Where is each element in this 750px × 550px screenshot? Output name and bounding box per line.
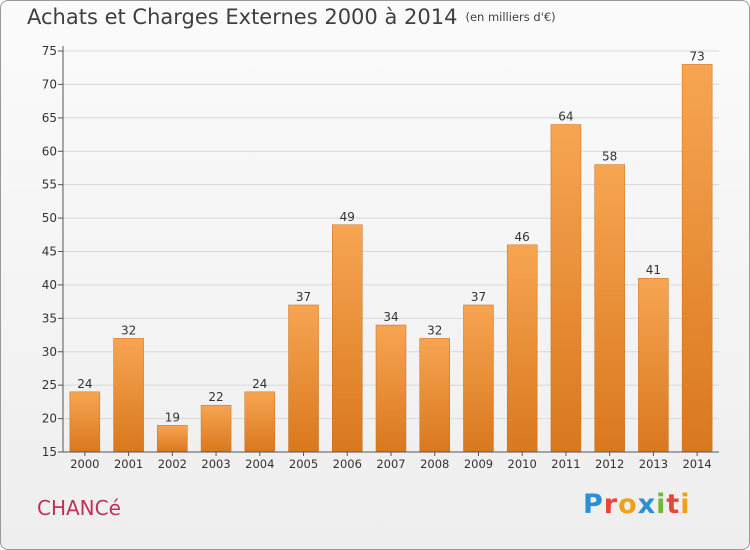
location-name: CHANCé	[37, 496, 121, 520]
x-tick-label: 2007	[376, 457, 405, 471]
bar	[506, 244, 538, 453]
x-tick-label: 2006	[333, 457, 362, 471]
logo-letter: P	[583, 489, 604, 520]
y-tick-label: 35	[42, 311, 57, 325]
y-tick-label: 20	[42, 412, 57, 426]
x-tick-label: 2004	[245, 457, 274, 471]
bar	[244, 391, 276, 453]
y-tick-label: 30	[42, 345, 57, 359]
proxiti-logo: Proxiti	[583, 489, 691, 520]
y-tick-label: 15	[42, 445, 57, 459]
x-tick-label: 2014	[682, 457, 711, 471]
x-tick-label: 2001	[114, 457, 143, 471]
x-tick-label: 2009	[464, 457, 493, 471]
bar	[463, 304, 494, 453]
bar-value-label: 32	[427, 323, 442, 337]
y-tick-label: 45	[42, 245, 57, 259]
logo-letter: i	[656, 489, 667, 520]
x-tick-label: 2002	[158, 457, 187, 471]
y-tick-label: 55	[42, 178, 57, 192]
bar	[113, 338, 144, 453]
logo-letter: t	[666, 489, 681, 520]
x-tick-label: 2011	[551, 457, 580, 471]
axes: 15 20 25 30 35 40 45 50 55 60 65 70 75 2000 2001 2002 20…	[42, 44, 719, 471]
bar-value-label: 49	[340, 210, 355, 224]
bar-value-label: 37	[471, 290, 486, 304]
x-tick-label: 2013	[639, 457, 668, 471]
bar-value-label: 58	[602, 150, 617, 164]
x-tick-label: 2010	[508, 457, 537, 471]
bar	[332, 224, 363, 453]
y-tick-label: 70	[42, 77, 57, 91]
bar-value-label: 19	[165, 410, 180, 424]
bar	[594, 164, 625, 453]
bar	[419, 338, 450, 453]
chart-title: Achats et Charges Externes 2000 à 2014 (e…	[27, 5, 556, 29]
bar-value-label: 73	[689, 49, 704, 63]
logo-letter: o	[618, 489, 638, 520]
bar	[375, 324, 407, 453]
y-tick-label: 40	[42, 278, 57, 292]
x-tick-label: 2000	[70, 457, 99, 471]
bar-value-label: 24	[252, 377, 267, 391]
bar-value-label: 46	[515, 230, 530, 244]
bar-value-label: 64	[558, 110, 573, 124]
bar-value-label: 34	[383, 310, 398, 324]
bar	[200, 404, 232, 453]
x-tick-label: 2003	[201, 457, 230, 471]
logo-letter: i	[680, 489, 691, 520]
logo-letter: r	[603, 489, 619, 520]
chart-title-text: Achats et Charges Externes 2000 à 2014	[27, 5, 458, 29]
data-labels: 24 32 19 22 24 37 49 34 32 37 46 64 58 41 73	[77, 49, 705, 424]
bar	[288, 304, 319, 453]
bar	[681, 64, 713, 453]
y-tick-label: 75	[42, 44, 57, 58]
x-tick-label: 2008	[420, 457, 449, 471]
bars	[69, 64, 713, 453]
x-tick-label: 2005	[289, 457, 318, 471]
bar	[69, 391, 101, 453]
bar-value-label: 22	[208, 390, 223, 404]
chart-subtitle: (en milliers d'€)	[465, 10, 556, 24]
y-tick-label: 60	[42, 144, 57, 158]
bar-value-label: 37	[296, 290, 311, 304]
y-tick-label: 25	[42, 378, 57, 392]
y-tick-label: 50	[42, 211, 57, 225]
bar	[157, 425, 188, 453]
bar-value-label: 41	[646, 263, 661, 277]
bar	[638, 277, 669, 453]
y-tick-label: 65	[42, 111, 57, 125]
logo-letter: x	[637, 489, 657, 520]
bar	[550, 124, 582, 453]
bar-value-label: 32	[121, 323, 136, 337]
x-tick-label: 2012	[595, 457, 624, 471]
bar-value-label: 24	[77, 377, 92, 391]
